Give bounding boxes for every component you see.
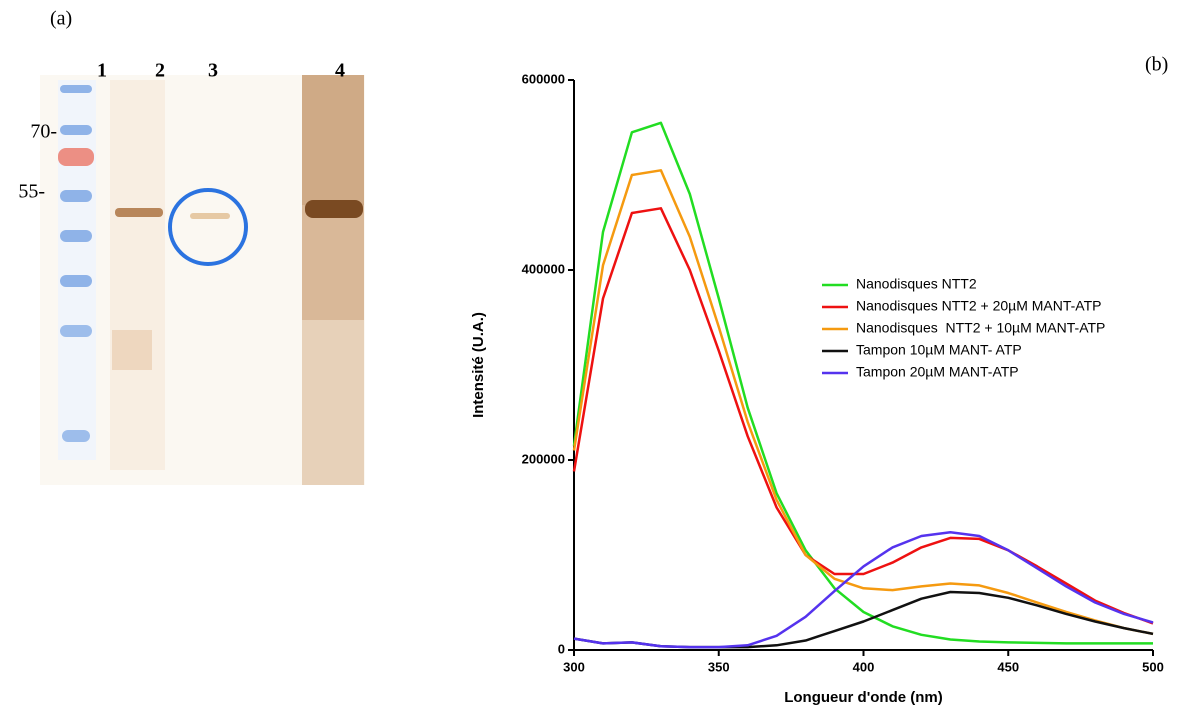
- panel-label: (b): [1145, 54, 1168, 76]
- ladder-band: [58, 148, 94, 166]
- y-tick-label: 200000: [522, 451, 565, 466]
- band: [305, 200, 363, 218]
- ladder-band: [60, 85, 92, 93]
- legend-label: Tampon 10µM MANT- ATP: [856, 342, 1022, 358]
- legend-label: Nanodisques NTT2 + 10µM MANT-ATP: [856, 320, 1105, 336]
- legend-label: Nanodisques NTT2: [856, 276, 977, 292]
- ladder-band: [60, 230, 92, 242]
- data-line: [572, 169, 1154, 636]
- x-tick-label: 500: [1142, 659, 1164, 674]
- y-tick-label: 400000: [522, 261, 565, 276]
- ladder-band: [60, 190, 92, 202]
- lane-label: 2: [155, 60, 165, 82]
- lane-label: 4: [335, 60, 345, 82]
- ladder-band: [62, 430, 90, 442]
- y-tick-label: 0: [558, 641, 565, 656]
- band: [115, 208, 163, 217]
- ladder-band: [60, 125, 92, 135]
- data-line: [573, 530, 1154, 649]
- lane-label: 1: [97, 60, 107, 82]
- gel-image: (a) 1 2 3 4 70- 55-: [18, 8, 365, 485]
- data-line: [572, 207, 1154, 625]
- y-axis-title: Intensité (U.A.): [470, 312, 487, 418]
- smear: [302, 75, 364, 205]
- circle-highlight: [168, 188, 248, 266]
- legend-label: Nanodisques NTT2 + 20µM MANT-ATP: [856, 298, 1102, 314]
- smear: [302, 320, 364, 485]
- panel-label: (a): [50, 8, 72, 30]
- x-tick-label: 450: [997, 659, 1019, 674]
- ladder-band: [60, 275, 92, 287]
- marker-label: 55-: [18, 181, 45, 203]
- line-chart: 0 200000 400000 600000 300 350 400 450 500 Longue…: [470, 71, 1164, 706]
- x-tick-label: 350: [708, 659, 730, 674]
- data-line: [573, 590, 1154, 649]
- data-line: [572, 121, 1153, 645]
- y-tick-label: 600000: [522, 71, 565, 86]
- marker-label: 70-: [30, 121, 57, 143]
- x-tick-label: 400: [853, 659, 875, 674]
- band: [190, 213, 230, 219]
- lane-2: [110, 80, 165, 470]
- x-tick-label: 300: [563, 659, 585, 674]
- ladder-lane: [58, 80, 96, 460]
- x-axis-title: Longueur d'onde (nm): [784, 689, 943, 706]
- legend-label: Tampon 20µM MANT-ATP: [856, 364, 1019, 380]
- lane-label: 3: [208, 60, 218, 82]
- smear: [112, 330, 152, 370]
- ladder-band: [60, 325, 92, 337]
